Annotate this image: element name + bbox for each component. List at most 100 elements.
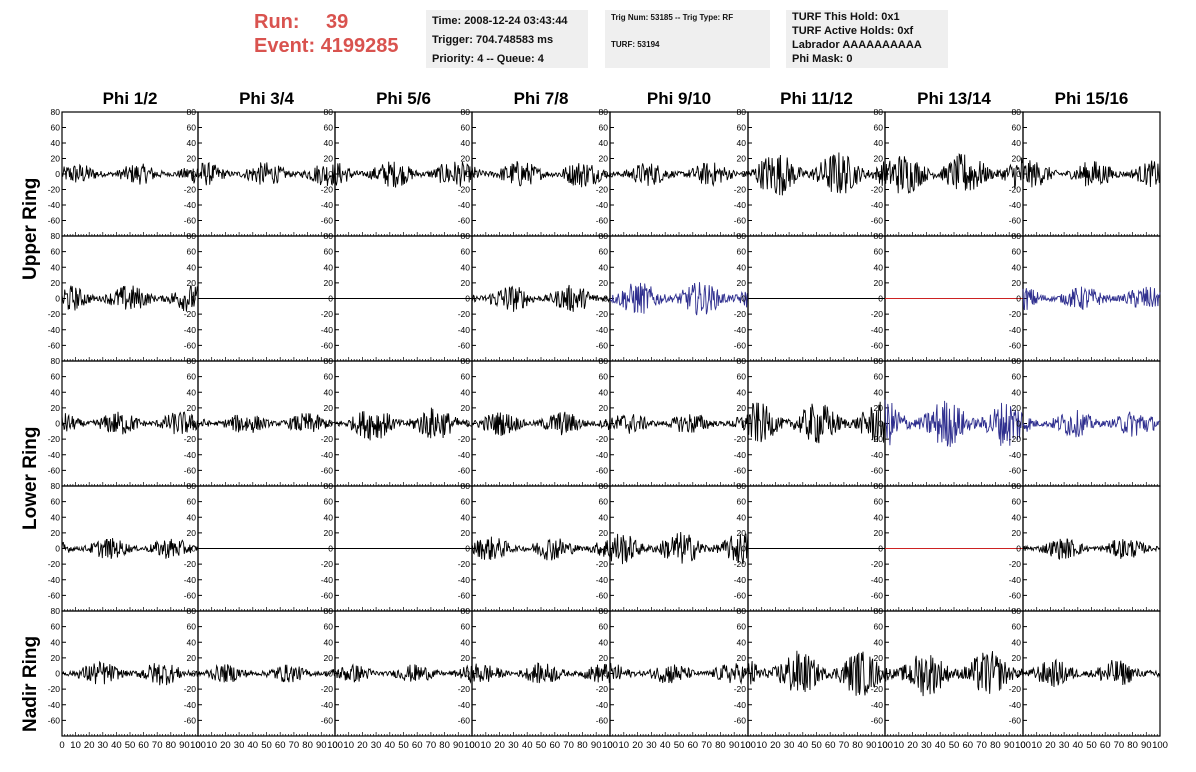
waveform-series [471,536,611,561]
y-tick-label: 60 [324,247,334,257]
y-tick-label: -60 [734,340,747,350]
x-tick-label: 80 [715,740,726,751]
waveform-series [609,162,749,188]
y-tick-label: 80 [324,107,334,117]
x-tick-label: 40 [385,740,396,751]
y-tick-label: 0 [191,419,196,429]
labrador-text: Labrador AAAAAAAAAA [792,39,922,51]
y-tick-label: 80 [874,107,884,117]
y-tick-label: -40 [458,200,471,210]
y-tick-label: 80 [1012,107,1022,117]
y-tick-label: 80 [324,356,334,366]
y-tick-label: 80 [599,356,609,366]
y-tick-label: -20 [734,185,747,195]
y-tick-label: -20 [596,684,609,694]
y-tick-label: 60 [737,622,747,632]
x-tick-label: 80 [577,740,588,751]
y-tick-label: -40 [458,575,471,585]
x-tick-label: 100 [1152,740,1168,751]
y-tick-label: -40 [321,200,334,210]
x-tick-label: 10 [206,740,217,751]
y-tick-label: 60 [461,622,471,632]
y-tick-label: 80 [461,606,471,616]
y-tick-label: -20 [321,185,334,195]
y-tick-label: 0 [603,544,608,554]
y-tick-label: -60 [596,340,609,350]
y-tick-label: -20 [1009,185,1022,195]
y-tick-label: 20 [324,653,334,663]
y-tick-label: 40 [461,387,471,397]
y-tick-label: -20 [184,309,197,319]
y-tick-label: 40 [51,387,61,397]
y-tick-label: 40 [1012,512,1022,522]
y-tick-label: -60 [871,465,884,475]
x-tick-label: 80 [990,740,1001,751]
y-tick-label: 20 [737,653,747,663]
y-tick-label: -20 [48,684,61,694]
y-tick-label: 20 [187,528,197,538]
y-tick-label: -40 [48,700,61,710]
y-tick-label: 80 [51,356,61,366]
y-tick-label: 60 [1012,372,1022,382]
x-tick-label: 0 [1020,740,1025,751]
x-tick-label: 90 [316,740,327,751]
y-tick-label: -40 [871,700,884,710]
y-tick-label: 80 [461,231,471,241]
y-tick-label: 80 [51,481,61,491]
y-tick-label: -60 [596,715,609,725]
y-tick-label: 0 [55,544,60,554]
trig-info-box: Trig Num: 53185 -- Trig Type: RF TURF: 5… [605,10,770,68]
y-tick-label: 60 [461,372,471,382]
y-tick-label: 20 [1012,653,1022,663]
y-tick-label: 80 [187,606,197,616]
x-tick-label: 0 [195,740,200,751]
y-tick-label: -20 [321,559,334,569]
y-tick-label: 40 [461,262,471,272]
x-tick-label: 60 [1100,740,1111,751]
y-tick-label: 0 [328,294,333,304]
y-tick-label: 80 [187,231,197,241]
x-tick-label: 70 [289,740,300,751]
y-tick-label: 80 [1012,606,1022,616]
y-tick-label: 0 [465,419,470,429]
y-tick-label: -40 [734,325,747,335]
y-tick-label: -60 [458,340,471,350]
y-tick-label: 80 [51,606,61,616]
x-tick-label: 0 [469,740,474,751]
y-tick-label: 0 [1016,669,1021,679]
y-tick-label: 60 [874,372,884,382]
turf-info-box: TURF This Hold: 0x1 TURF Active Holds: 0… [786,10,948,68]
y-tick-label: 80 [737,231,747,241]
y-tick-label: 0 [1016,294,1021,304]
y-tick-label: 80 [187,356,197,366]
x-tick-label: 90 [729,740,740,751]
x-tick-label: 50 [398,740,409,751]
y-tick-label: -60 [1009,465,1022,475]
x-tick-label: 40 [1073,740,1084,751]
y-tick-label: 60 [461,497,471,507]
waveform-series [61,660,199,686]
waveform-series [609,282,749,316]
y-tick-label: 80 [51,107,61,117]
y-tick-label: 20 [737,528,747,538]
y-tick-label: -20 [48,309,61,319]
run-event-header: Run: 39 Event: 4199285 [254,10,399,58]
y-tick-label: 20 [324,403,334,413]
y-tick-label: 40 [874,262,884,272]
y-tick-label: 40 [1012,637,1022,647]
y-tick-label: -40 [458,450,471,460]
y-tick-label: -40 [184,450,197,460]
y-tick-label: -20 [48,185,61,195]
column-title: Phi 11/12 [780,89,853,108]
waveform-series [1022,409,1161,438]
y-tick-label: -60 [734,590,747,600]
x-tick-label: 80 [1127,740,1138,751]
y-tick-label: 40 [737,512,747,522]
x-tick-label: 100 [327,740,343,751]
y-tick-label: 0 [1016,544,1021,554]
y-tick-label: 60 [51,622,61,632]
y-tick-label: -40 [1009,325,1022,335]
waveform-series [747,401,886,444]
y-tick-label: -40 [458,325,471,335]
y-tick-label: 20 [187,403,197,413]
